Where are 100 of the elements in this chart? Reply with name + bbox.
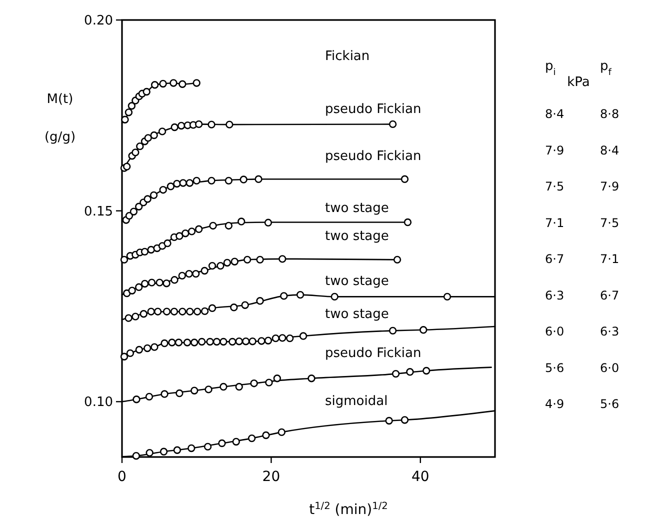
point (132, 148, 140, 156)
point (185, 270, 193, 278)
point (158, 128, 166, 136)
point (136, 142, 144, 150)
point (128, 286, 136, 294)
point (220, 382, 228, 391)
point (388, 120, 397, 128)
point (393, 256, 402, 264)
y-tick-label: 0.15 (84, 204, 113, 220)
x-tick-label: 0 (118, 469, 126, 485)
point (192, 176, 200, 185)
point (160, 339, 168, 348)
point (182, 230, 190, 238)
point (146, 448, 154, 457)
x-axis-title: t$^{1/2}$ (min)$^{1/2}$ (309, 500, 388, 518)
point (178, 272, 186, 280)
point (264, 336, 272, 344)
point (135, 283, 143, 292)
point (148, 278, 156, 286)
point (128, 102, 136, 110)
point (162, 308, 171, 316)
annotation: two stage (325, 307, 389, 322)
annotation: Fickian (325, 49, 370, 64)
point (212, 338, 221, 346)
point (400, 416, 409, 424)
point (248, 434, 256, 442)
point (280, 292, 288, 300)
point (208, 304, 216, 312)
point (392, 370, 400, 378)
point (250, 379, 258, 388)
point (124, 108, 133, 116)
point (256, 256, 264, 264)
text: 6·3 (545, 288, 564, 302)
point (190, 338, 198, 346)
point (265, 378, 273, 386)
point (308, 374, 316, 382)
point (242, 338, 250, 346)
point (177, 122, 186, 130)
point (170, 79, 178, 87)
point (135, 346, 144, 354)
point (168, 338, 176, 346)
point (404, 218, 412, 226)
text: 6·3 (600, 324, 620, 338)
point (160, 448, 168, 456)
x-tick-label: 20 (262, 469, 280, 485)
point (174, 338, 183, 346)
point (132, 396, 140, 404)
point (420, 326, 428, 334)
point (186, 308, 194, 316)
text: 5·6 (600, 397, 620, 411)
point (224, 176, 233, 185)
point (150, 131, 158, 140)
annotation: pseudo Fickian (325, 149, 422, 164)
point (193, 308, 202, 316)
point (204, 386, 212, 394)
point (154, 308, 162, 316)
point (330, 292, 338, 301)
text: p$_{f}$ (600, 59, 612, 78)
point (194, 120, 203, 128)
point (176, 232, 184, 240)
point (156, 278, 164, 286)
point (443, 292, 452, 301)
point (200, 266, 208, 275)
point (204, 442, 212, 451)
point (198, 338, 206, 346)
annotation: pseudo Fickian (325, 102, 422, 117)
point (406, 368, 414, 376)
point (192, 79, 200, 87)
point (144, 344, 152, 352)
text: kPa (567, 75, 590, 90)
text: M(t) (g/g) (44, 92, 76, 145)
text: 7·1 (545, 216, 564, 230)
point (179, 179, 187, 187)
point (178, 80, 186, 88)
point (256, 297, 264, 305)
point (272, 334, 280, 342)
point (160, 390, 168, 398)
point (123, 162, 131, 170)
point (385, 416, 393, 425)
point (147, 308, 155, 316)
point (130, 208, 138, 216)
point (422, 366, 430, 375)
text: 4·9 (545, 397, 564, 411)
point (159, 80, 167, 88)
point (208, 120, 216, 128)
annotation: sigmoidal (325, 394, 388, 409)
annotation: two stage (325, 229, 389, 244)
point (159, 186, 167, 194)
point (262, 431, 270, 440)
point (241, 301, 249, 309)
text: 7·9 (545, 143, 564, 158)
text: 8·8 (600, 107, 620, 121)
text: 7·5 (600, 216, 620, 230)
text: 7·1 (600, 252, 620, 266)
point (258, 337, 266, 345)
point (209, 222, 217, 230)
point (238, 218, 246, 226)
point (150, 81, 159, 89)
point (140, 248, 149, 256)
text: p$_{i}$ (545, 59, 556, 78)
